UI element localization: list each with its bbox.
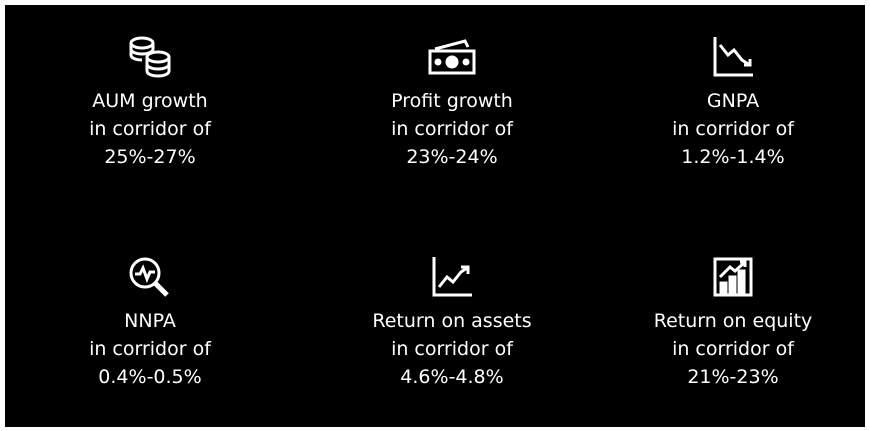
metric-gnpa: GNPA in corridor of 1.2%-1.4% (593, 35, 870, 171)
metric-name: Profit growth (391, 90, 513, 112)
metric-range: 23%-24% (406, 146, 498, 168)
up-chart-icon (432, 257, 472, 297)
panel: AUM growth in corridor of 25%-27% Profit… (5, 5, 865, 427)
metric-nnpa: NNPA in corridor of 0.4%-0.5% (10, 255, 290, 391)
metric-name: GNPA (706, 90, 760, 112)
metric-text: in corridor of (89, 338, 211, 360)
metric-name: Return on equity (653, 310, 813, 332)
metric-text: in corridor of (89, 118, 211, 140)
magnifier-icon (129, 257, 169, 297)
metric-range: 0.4%-0.5% (98, 366, 202, 388)
bar-chart-icon (713, 257, 753, 297)
metric-roe: Return on equity in corridor of 21%-23% (593, 255, 870, 391)
metric-text: in corridor of (391, 118, 513, 140)
metric-name: NNPA (124, 310, 176, 332)
metric-range: 21%-23% (687, 366, 779, 388)
coins-icon (129, 36, 171, 78)
metric-roa: Return on assets in corridor of 4.6%-4.8… (312, 255, 592, 391)
cash-icon (428, 39, 476, 75)
metric-name: AUM growth (92, 90, 208, 112)
metric-profit: Profit growth in corridor of 23%-24% (312, 35, 592, 171)
metric-name: Return on assets (372, 310, 532, 332)
metric-text: in corridor of (672, 338, 794, 360)
metric-text: in corridor of (672, 118, 794, 140)
metric-range: 4.6%-4.8% (400, 366, 504, 388)
metric-text: in corridor of (391, 338, 513, 360)
metric-range: 25%-27% (104, 146, 196, 168)
down-chart-icon (713, 37, 753, 77)
metric-aum: AUM growth in corridor of 25%-27% (10, 35, 290, 171)
metric-range: 1.2%-1.4% (681, 146, 785, 168)
